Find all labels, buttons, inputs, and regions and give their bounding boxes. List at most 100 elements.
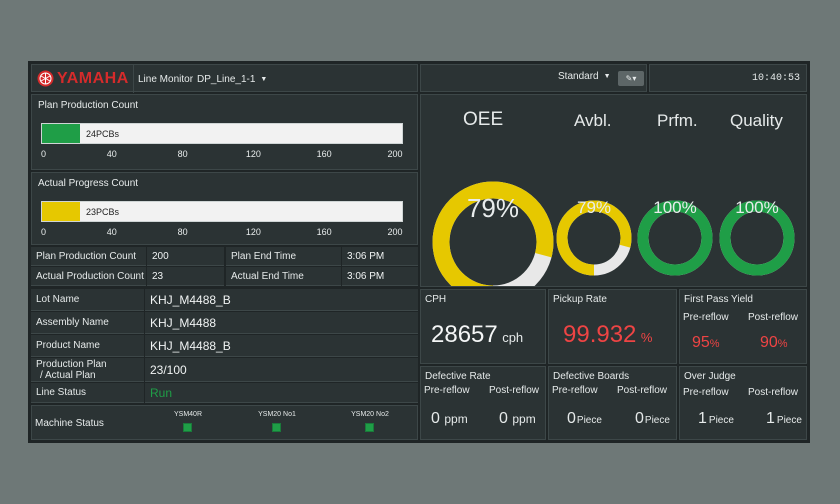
quality-gauge-arc [719, 200, 795, 276]
header-center: Standard ▼ ✎▾ [420, 64, 647, 92]
machine-ysm40r[interactable]: YSM40R [168, 411, 208, 432]
overjudge-pre-readout: 1 Piece [698, 410, 734, 428]
prfm-gauge-arc [637, 200, 713, 276]
defboards-post-readout: 0Piece [635, 410, 670, 428]
production-plan-label-text: Production Plan [36, 358, 107, 370]
fpy-pre-value: 95 [692, 334, 710, 351]
defboards-post-unit: Piece [644, 415, 670, 426]
fpy-post-value: 90 [760, 334, 778, 351]
actual-end-value-text: 3:06 PM [347, 270, 385, 282]
lot-name-label: Lot Name [31, 289, 144, 311]
defrate-post-label: Post-reflow [489, 385, 540, 396]
line-status-label-text: Line Status [36, 387, 87, 398]
yamaha-emblem-icon [37, 70, 54, 87]
line-status-label: Line Status [31, 383, 144, 403]
line-selector[interactable]: Line Monitor DP_Line_1-1 ▼ [133, 65, 267, 93]
defrate-post-unit: ppm [512, 412, 536, 426]
defboards-pre-label: Pre-reflow [552, 385, 598, 396]
actual-end-value: 3:06 PM [342, 267, 418, 286]
edit-menu-button[interactable]: ✎▾ [618, 71, 644, 86]
axis-tick: 160 [316, 149, 332, 159]
production-plan-value: 23/100 [145, 358, 418, 382]
view-mode-label: Standard [558, 71, 599, 82]
axis-tick: 40 [106, 149, 117, 159]
pickup-rate-title: Pickup Rate [553, 294, 607, 305]
plan-prod-label: Plan Production Count [31, 247, 146, 266]
axis-tick: 80 [177, 149, 188, 159]
machine-ysm20-no2[interactable]: YSM20 No2 [345, 411, 395, 432]
info-table: Lot Name KHJ_M4488_B Assembly Name KHJ_M… [31, 289, 418, 403]
cph-value: 28657 [431, 321, 498, 348]
lot-name-label-text: Lot Name [36, 294, 80, 305]
overjudge-pre-unit: Piece [708, 415, 734, 426]
plan-count-title: Plan Production Count [38, 100, 139, 111]
plan-end-label: Plan End Time [226, 247, 341, 266]
quality-title: Quality [730, 111, 783, 130]
avbl-value: 79% [576, 198, 612, 217]
machine-ysm20-no1[interactable]: YSM20 No1 [252, 411, 302, 432]
plan-prod-value-text: 200 [152, 250, 169, 262]
fpy-post-unit: % [777, 338, 788, 350]
actual-prod-value: 23 [147, 267, 224, 286]
fpy-pre-label: Pre-reflow [683, 312, 729, 323]
fpy-pre-unit: % [709, 338, 720, 350]
defboards-pre-value: 0 [567, 410, 576, 427]
line-status-value: Run [145, 383, 418, 403]
defrate-pre-readout: 0 ppm [431, 410, 468, 428]
defrate-title: Defective Rate [425, 371, 491, 382]
fpy-pre-readout: 95% [692, 334, 720, 352]
axis-tick: 40 [106, 227, 117, 237]
line-monitor-label: Line Monitor [138, 73, 194, 85]
defrate-pre-label: Pre-reflow [424, 385, 470, 396]
plan-end-value: 3:06 PM [342, 247, 418, 266]
view-mode-dropdown[interactable]: Standard ▼ [558, 71, 611, 82]
axis-tick: 80 [177, 227, 188, 237]
edit-icon: ✎▾ [625, 74, 637, 83]
overjudge-post-unit: Piece [776, 415, 802, 426]
defboards-post-value: 0 [635, 410, 644, 427]
clock: 10:40:53 [751, 73, 800, 84]
logo-text: YAMAHA [57, 69, 129, 87]
axis-tick: 160 [316, 227, 332, 237]
oee-panel: OEE Avbl. Prfm. Quality 79% 79% 100% 100… [420, 94, 807, 287]
lot-name-value: KHJ_M4488_B [145, 289, 418, 311]
actual-progress-fill [42, 202, 80, 221]
cph-title: CPH [425, 294, 447, 305]
defboards-pre-unit: Piece [576, 415, 602, 426]
chevron-down-icon: ▼ [260, 75, 268, 83]
overjudge-title: Over Judge [684, 371, 736, 382]
axis-tick: 200 [387, 227, 403, 237]
axis-tick: 200 [387, 149, 403, 159]
cph-unit: cph [502, 330, 524, 345]
oee-gauge-arc [432, 181, 554, 286]
plan-count-panel: Plan Production Count 24PCBs 0 40 80 120… [31, 94, 418, 170]
fpy-post-label: Post-reflow [748, 312, 799, 323]
actual-end-label-text: Actual End Time [231, 270, 304, 282]
defboards-post-label: Post-reflow [617, 385, 668, 396]
product-name-label: Product Name [31, 335, 144, 357]
actual-prod-label-text: Actual Production Count [36, 270, 144, 282]
plan-prod-label-text: Plan Production Count [36, 250, 137, 262]
avbl-gauge-arc [556, 200, 632, 276]
machine-name: YSM20 No1 [258, 411, 296, 418]
actual-progress-bar: 23PCBs [41, 201, 403, 222]
oee-title: OEE [463, 109, 504, 130]
pickup-rate-unit: % [640, 330, 653, 345]
axis-tick: 120 [245, 149, 261, 159]
machine-status-label: Machine Status [35, 418, 104, 429]
machine-name: YSM40R [173, 411, 202, 418]
actual-count-panel: Actual Progress Count 23PCBs 0 40 80 120… [31, 172, 418, 245]
cph-panel: CPH 28657 cph [420, 289, 546, 364]
actual-progress-text: 23PCBs [86, 206, 120, 217]
assembly-name-value-text: KHJ_M4488 [150, 315, 217, 330]
axis-tick: 0 [41, 149, 47, 159]
actual-prod-label: Actual Production Count [31, 267, 146, 286]
defrate-pre-value: 0 [431, 410, 440, 427]
yamaha-logo: YAMAHA [37, 70, 129, 87]
plan-progress-bar: 24PCBs [41, 123, 403, 144]
header-left: YAMAHA Line Monitor DP_Line_1-1 ▼ [31, 64, 418, 93]
defboards-pre-readout: 0Piece [567, 410, 602, 428]
machine-status-panel: Machine Status YSM40R YSM20 No1 YSM20 No… [31, 405, 418, 440]
header-right: 10:40:53 [649, 64, 807, 92]
plan-end-label-text: Plan End Time [231, 250, 297, 262]
